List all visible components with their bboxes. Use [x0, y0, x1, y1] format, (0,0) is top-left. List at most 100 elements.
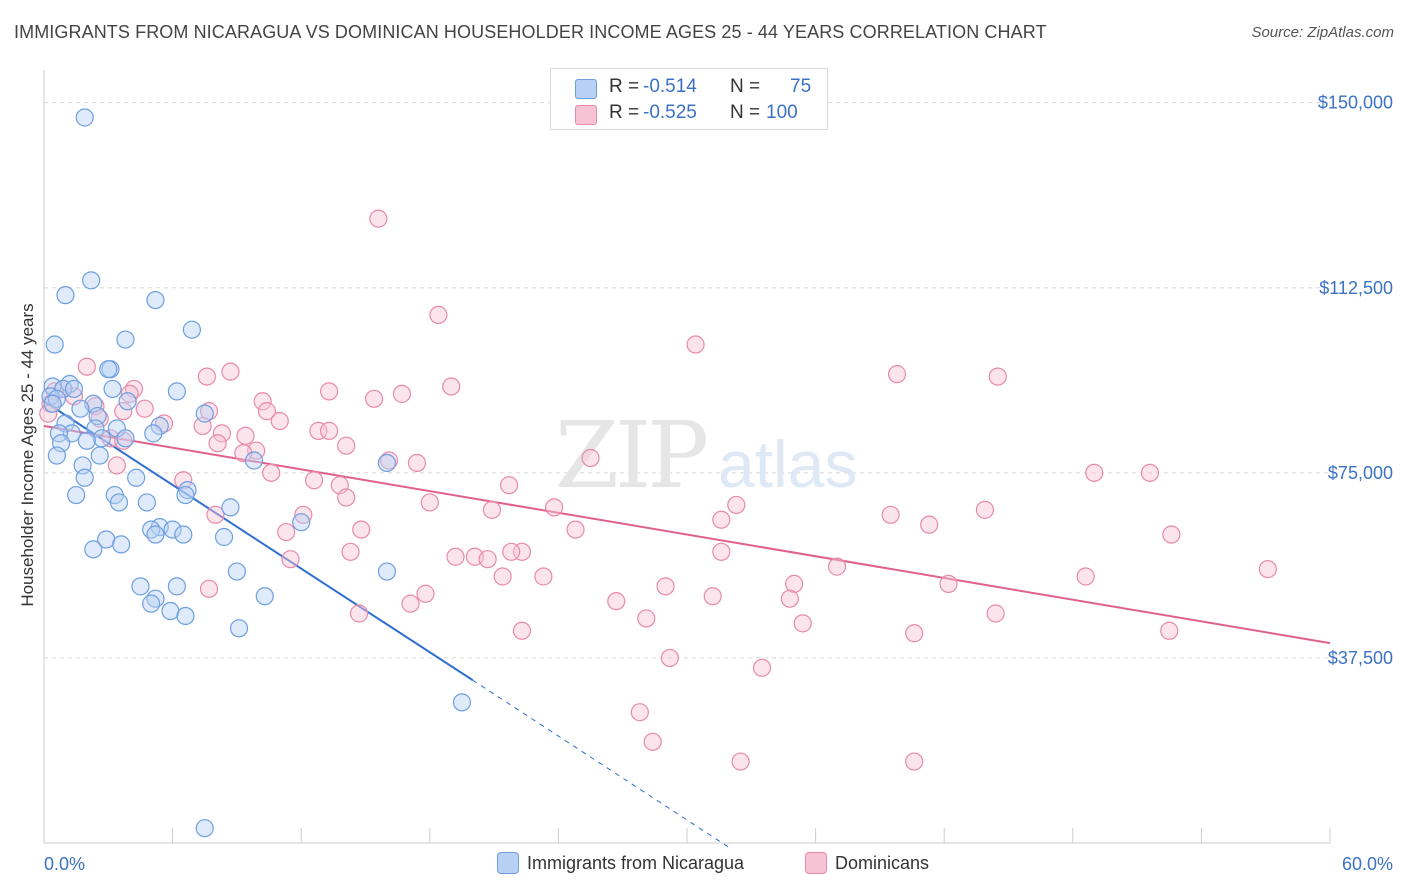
- dominican-point: [512, 621, 532, 640]
- dominican-point: [281, 550, 300, 569]
- nicaragua-point: [144, 424, 163, 443]
- legend-r-value: -0.514: [643, 76, 697, 97]
- nicaragua-point: [45, 335, 64, 354]
- dominican-point: [309, 421, 328, 440]
- y-tick-label: $112,500: [1319, 278, 1393, 298]
- dominican-point: [630, 703, 649, 722]
- dominican-point: [337, 436, 356, 455]
- dominican-point: [407, 453, 427, 473]
- dominican-point: [988, 367, 1007, 386]
- dominican-point: [881, 505, 900, 524]
- chart-title: IMMIGRANTS FROM NICARAGUA VS DOMINICAN H…: [14, 22, 1047, 42]
- nicaragua-point: [47, 446, 66, 465]
- watermark-atlas: atlas: [718, 427, 857, 501]
- dominican-point: [120, 384, 139, 403]
- dominican-point: [827, 557, 847, 576]
- nicaragua-point: [137, 493, 156, 512]
- legend-r-label: R =: [609, 102, 640, 123]
- dominican-point: [294, 505, 313, 524]
- nicaragua-point: [452, 693, 472, 712]
- bottom-legend-nicaragua: Immigrants from Nicaragua: [497, 852, 744, 876]
- legend-swatch-nicaragua: [575, 79, 597, 99]
- nicaragua-trend-extension: [472, 679, 731, 849]
- dominican-point: [221, 362, 240, 381]
- nicaragua-point: [116, 330, 135, 349]
- dominican-point: [752, 658, 772, 677]
- y-tick-label: $37,500: [1328, 648, 1393, 668]
- nicaragua-point: [116, 429, 135, 448]
- dominican-point: [545, 498, 564, 517]
- axes: [43, 70, 1331, 844]
- nicaragua-point: [67, 485, 86, 505]
- dominican-point: [392, 384, 412, 403]
- dominican-point: [199, 579, 219, 598]
- dominican-point: [478, 550, 497, 569]
- dominican-point: [905, 752, 924, 771]
- dominican-point: [107, 456, 126, 475]
- nicaragua-point: [244, 451, 264, 470]
- dominican-point: [212, 424, 231, 443]
- nicaragua-point: [64, 379, 84, 399]
- dominican-point: [482, 500, 502, 519]
- dominican-point: [712, 542, 731, 561]
- dominican-point: [793, 614, 812, 633]
- dominican-point: [401, 594, 420, 613]
- dominican-point: [1160, 621, 1179, 640]
- nicaragua-point: [142, 594, 161, 613]
- y-tick-label: $75,000: [1328, 463, 1393, 483]
- dominican-point: [234, 443, 253, 463]
- dominican-point: [566, 520, 585, 539]
- dominican-point: [920, 515, 939, 534]
- dominican-point: [1162, 525, 1181, 544]
- source-credit: Source: ZipAtlas.com: [1251, 24, 1394, 41]
- dominican-point: [785, 574, 804, 593]
- dominican-point: [686, 335, 705, 354]
- dominican-point: [135, 399, 154, 418]
- dominican-point: [500, 476, 519, 495]
- nicaragua-point: [99, 360, 118, 379]
- nicaragua-point: [174, 525, 193, 544]
- dominican-point: [304, 471, 324, 490]
- dominican-point: [581, 448, 600, 468]
- nicaragua-point: [176, 606, 195, 626]
- nicaragua-point: [195, 404, 214, 423]
- dominican-point: [887, 365, 907, 384]
- dominican-point: [534, 567, 553, 586]
- nicaragua-point: [75, 108, 94, 127]
- nicaragua-point: [103, 379, 122, 399]
- dominican-point: [337, 488, 356, 507]
- nicaragua-point: [161, 601, 180, 621]
- nicaragua-point: [109, 493, 129, 512]
- nicaragua-point: [377, 453, 397, 473]
- dominican-point: [352, 520, 371, 539]
- nicaragua-trend-line: [43, 400, 474, 681]
- dominican-point: [270, 411, 289, 431]
- stats-legend: R = -0.514 N = 75 R = -0.525 N = 100: [550, 68, 828, 130]
- dominican-point: [364, 389, 384, 408]
- dominican-point: [1085, 463, 1104, 482]
- dominican-point: [416, 584, 435, 603]
- nicaragua-point: [167, 382, 186, 401]
- dominican-point: [262, 463, 281, 482]
- nicaragua-point: [195, 819, 214, 838]
- bottom-legend-swatch-nicaragua: [497, 852, 519, 875]
- legend-n-label: N =: [730, 102, 761, 123]
- dominican-point: [257, 402, 277, 421]
- bottom-legend-swatch-dominicans: [805, 852, 827, 875]
- nicaragua-point: [377, 562, 397, 581]
- nicaragua-point: [56, 286, 75, 305]
- legend-n-value: 75: [790, 76, 812, 97]
- nicaragua-point: [227, 562, 246, 581]
- watermark: ZIP atlas: [555, 402, 857, 509]
- legend-n-label: N =: [730, 76, 761, 97]
- dominican-point: [442, 377, 461, 396]
- dominican-point: [429, 305, 448, 325]
- dominican-point: [349, 604, 369, 623]
- nicaragua-point: [56, 414, 75, 433]
- trend-lines: [43, 400, 1331, 849]
- dominican-point: [493, 567, 512, 586]
- nicaragua-point: [71, 399, 90, 418]
- dominican-point: [712, 510, 731, 529]
- dominican-point: [512, 542, 532, 561]
